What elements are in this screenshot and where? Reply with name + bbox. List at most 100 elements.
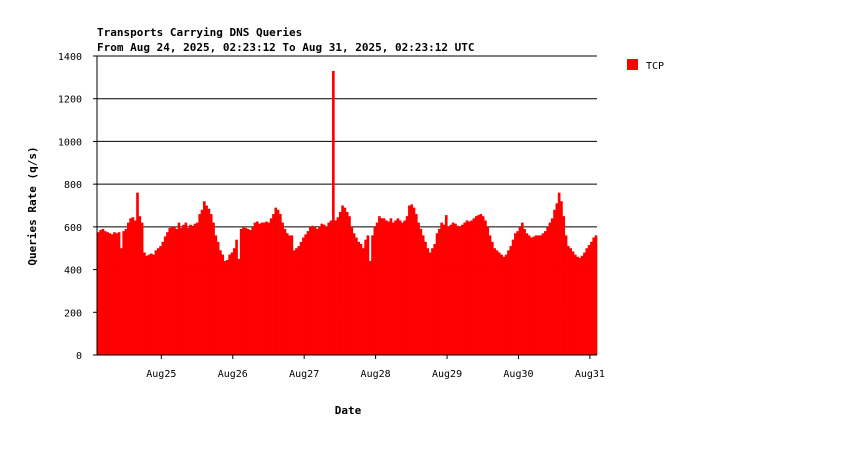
tcp-bar [562, 216, 566, 355]
tcp-bar [539, 235, 543, 355]
tcp-bar [398, 220, 402, 355]
axes [96, 56, 597, 356]
tcp-bar [242, 226, 245, 355]
tcp-bar [467, 221, 471, 355]
tcp-bar [159, 246, 162, 355]
tcp-bar [97, 232, 100, 355]
tcp-bar [143, 252, 146, 355]
tcp-bar [569, 248, 572, 355]
tcp-bar [456, 225, 460, 355]
tcp-bar [378, 216, 381, 355]
tcp-bar [368, 261, 372, 355]
tcp-bar [583, 252, 586, 355]
tcp-bar [500, 254, 503, 355]
tcp-bar [405, 216, 409, 355]
tcp-bar [585, 248, 589, 355]
tcp-bar [435, 233, 439, 355]
tcp-bar [507, 250, 510, 355]
tcp-bar [553, 209, 556, 355]
x-tick-label: Aug25 [146, 369, 176, 380]
tcp-bar [170, 226, 174, 355]
tcp-bar [477, 215, 480, 355]
tcp-bar [431, 248, 434, 355]
tcp-bar [442, 224, 446, 355]
tcp-bar [244, 227, 248, 355]
tcp-bar [304, 234, 308, 355]
tcp-bar [297, 246, 301, 355]
tcp-bar [518, 226, 522, 355]
tcp-bar [336, 217, 340, 355]
tcp-bar [537, 235, 540, 355]
tcp-bar [145, 255, 149, 355]
x-tick-label: Aug27 [289, 369, 319, 380]
tcp-bar [576, 256, 579, 355]
tcp-bar [502, 256, 506, 355]
tcp-bar [350, 226, 354, 355]
tcp-bar [101, 228, 105, 355]
tcp-bar [348, 216, 351, 355]
tcp-bar [550, 218, 554, 355]
y-tick-label: 600 [64, 223, 82, 234]
tcp-bar [463, 222, 467, 355]
tcp-bar [311, 225, 314, 355]
tcp-bar [382, 218, 386, 355]
tcp-bar [465, 220, 469, 355]
tcp-bar [332, 70, 335, 355]
legend-label-tcp: TCP [646, 61, 664, 72]
tcp-bar [567, 246, 570, 355]
x-tick-label: Aug28 [361, 369, 391, 380]
x-tick-label: Aug30 [503, 369, 533, 380]
tcp-bar [136, 192, 139, 355]
tcp-bar [479, 214, 483, 355]
tcp-bar [474, 216, 478, 355]
tcp-bar [387, 221, 390, 355]
tcp-bar [592, 237, 596, 355]
tcp-bar [557, 192, 561, 355]
tcp-bar [359, 243, 363, 355]
tcp-bar [371, 235, 374, 355]
tcp-bar [299, 241, 303, 355]
tcp-bar [138, 216, 142, 355]
x-tick-label: Aug31 [575, 369, 605, 380]
tcp-bar [408, 205, 411, 355]
tcp-bar [295, 248, 298, 355]
tcp-bar [253, 222, 257, 355]
tcp-bar [396, 218, 400, 355]
tcp-bar [433, 243, 437, 355]
tcp-bar [255, 221, 259, 355]
chart-title: Transports Carrying DNS Queries [97, 26, 302, 39]
tcp-bar [444, 215, 448, 355]
tcp-bar [458, 226, 462, 355]
tcp-bar [424, 241, 427, 355]
tcp-bar [544, 231, 547, 355]
tcp-bar [329, 220, 333, 355]
tcp-bar [320, 223, 324, 355]
tcp-bar [182, 224, 185, 355]
tcp-bars [97, 70, 598, 355]
tcp-bar [532, 236, 536, 355]
tcp-bar [196, 222, 199, 355]
tcp-bar [221, 254, 225, 355]
tcp-bar [410, 204, 414, 355]
tcp-bar [113, 232, 116, 355]
tcp-bar [147, 254, 151, 355]
tcp-bar [394, 220, 397, 355]
tcp-bar [251, 226, 255, 355]
tcp-bar [385, 220, 388, 355]
tcp-bar [106, 232, 109, 355]
tcp-bar [189, 224, 192, 355]
tcp-bar [223, 261, 227, 355]
tcp-bar [357, 241, 361, 355]
y-tick-labels: 0 200 400 600 800 1000 1200 1400 [58, 52, 97, 362]
tcp-bar [564, 235, 568, 355]
tcp-bar [156, 248, 160, 355]
tcp-bar [495, 250, 499, 355]
tcp-bar [202, 201, 206, 355]
tcp-bar [380, 218, 384, 355]
y-tick-label: 1400 [58, 52, 82, 63]
tcp-bar [590, 241, 593, 355]
tcp-bar [209, 214, 213, 355]
tcp-bar [472, 218, 476, 355]
tcp-bar [219, 250, 222, 355]
